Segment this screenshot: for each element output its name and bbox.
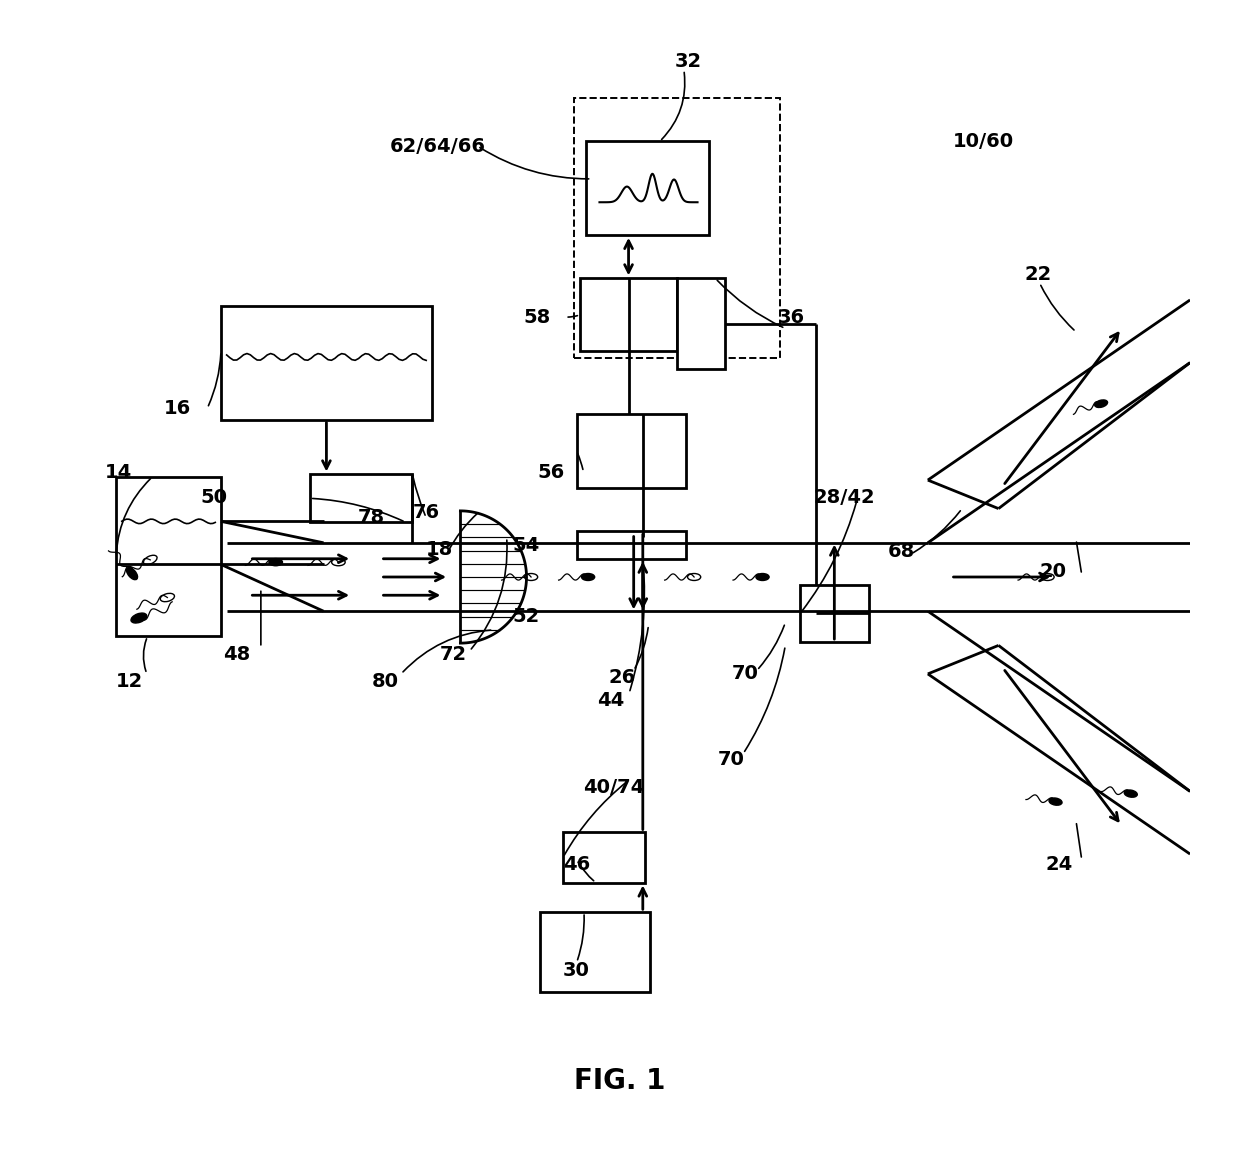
Bar <box>221 306 432 420</box>
Text: 48: 48 <box>223 645 250 664</box>
Text: 26: 26 <box>609 668 636 687</box>
Text: 70: 70 <box>732 665 759 683</box>
Text: 14: 14 <box>104 463 131 481</box>
Bar <box>117 477 221 636</box>
Text: 72: 72 <box>440 645 467 664</box>
Ellipse shape <box>582 574 595 580</box>
Ellipse shape <box>687 574 701 580</box>
Text: 56: 56 <box>538 463 565 481</box>
Bar <box>577 531 686 559</box>
Text: FIG. 1: FIG. 1 <box>574 1067 666 1095</box>
Text: 24: 24 <box>1045 855 1073 874</box>
Ellipse shape <box>269 559 283 565</box>
Text: 30: 30 <box>563 961 590 980</box>
Ellipse shape <box>160 593 175 601</box>
Text: 70: 70 <box>718 750 745 769</box>
Text: 58: 58 <box>523 308 551 327</box>
Ellipse shape <box>126 568 138 579</box>
Text: 40/74: 40/74 <box>584 779 645 797</box>
Text: 22: 22 <box>1024 265 1052 284</box>
Text: 12: 12 <box>117 673 144 691</box>
Text: 62/64/66: 62/64/66 <box>389 136 486 156</box>
Text: 16: 16 <box>164 399 191 418</box>
Ellipse shape <box>1049 797 1061 805</box>
Text: 18: 18 <box>427 540 454 560</box>
Ellipse shape <box>331 559 345 565</box>
Bar <box>563 832 645 883</box>
Ellipse shape <box>525 574 538 580</box>
Bar <box>574 98 780 358</box>
Text: 44: 44 <box>598 690 625 710</box>
Ellipse shape <box>131 613 146 623</box>
Ellipse shape <box>1125 790 1137 797</box>
Text: 36: 36 <box>777 308 805 327</box>
Text: 10/60: 10/60 <box>952 132 1014 151</box>
Text: 32: 32 <box>675 52 702 72</box>
Text: 50: 50 <box>201 488 227 507</box>
Text: 28/42: 28/42 <box>813 488 875 507</box>
Text: 78: 78 <box>358 508 384 527</box>
Text: 54: 54 <box>513 535 541 555</box>
Text: 20: 20 <box>1039 562 1066 580</box>
Ellipse shape <box>1095 400 1107 407</box>
Bar <box>580 278 677 351</box>
Text: 68: 68 <box>888 542 915 561</box>
Ellipse shape <box>756 574 769 580</box>
Text: 52: 52 <box>513 607 541 627</box>
Ellipse shape <box>144 555 157 564</box>
Bar <box>541 912 650 992</box>
Bar <box>585 142 709 235</box>
Text: 46: 46 <box>563 855 590 874</box>
Bar <box>577 414 686 488</box>
Text: 76: 76 <box>413 502 440 522</box>
Bar <box>800 585 868 642</box>
Bar <box>677 278 725 369</box>
Text: 80: 80 <box>372 673 398 691</box>
Bar <box>310 474 413 523</box>
Ellipse shape <box>1040 574 1054 580</box>
